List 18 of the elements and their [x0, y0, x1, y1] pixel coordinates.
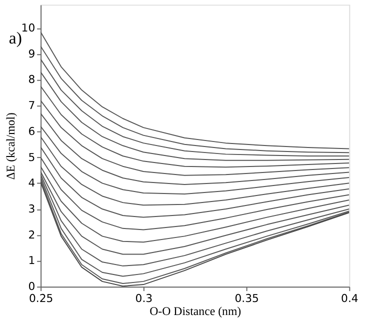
x-tick-label: 0.35	[234, 292, 259, 305]
y-tick-label: 2	[28, 228, 36, 242]
y-tick-label: 8	[28, 73, 36, 86]
y-tick-label: 5	[28, 150, 36, 164]
x-tick-label: 0.4	[341, 292, 358, 305]
y-tick-label: 10	[21, 21, 36, 34]
y-tick-label: 6	[28, 124, 36, 138]
y-tick-label: 0	[28, 280, 36, 294]
y-tick-label: 4	[28, 176, 36, 190]
y-tick-label: 3	[28, 202, 36, 216]
y-tick-label: 1	[28, 254, 36, 268]
text: a)	[8, 28, 22, 48]
y-axis-title: ΔE (kcal/mol)	[3, 112, 18, 180]
x-tick-label: 0.3	[135, 292, 153, 305]
x-tick-label: 0.25	[28, 292, 54, 305]
x-axis-title: O-O Distance (nm)	[150, 304, 242, 318]
y-tick-label: 7	[28, 99, 36, 112]
y-tick-label: 9	[28, 47, 36, 60]
